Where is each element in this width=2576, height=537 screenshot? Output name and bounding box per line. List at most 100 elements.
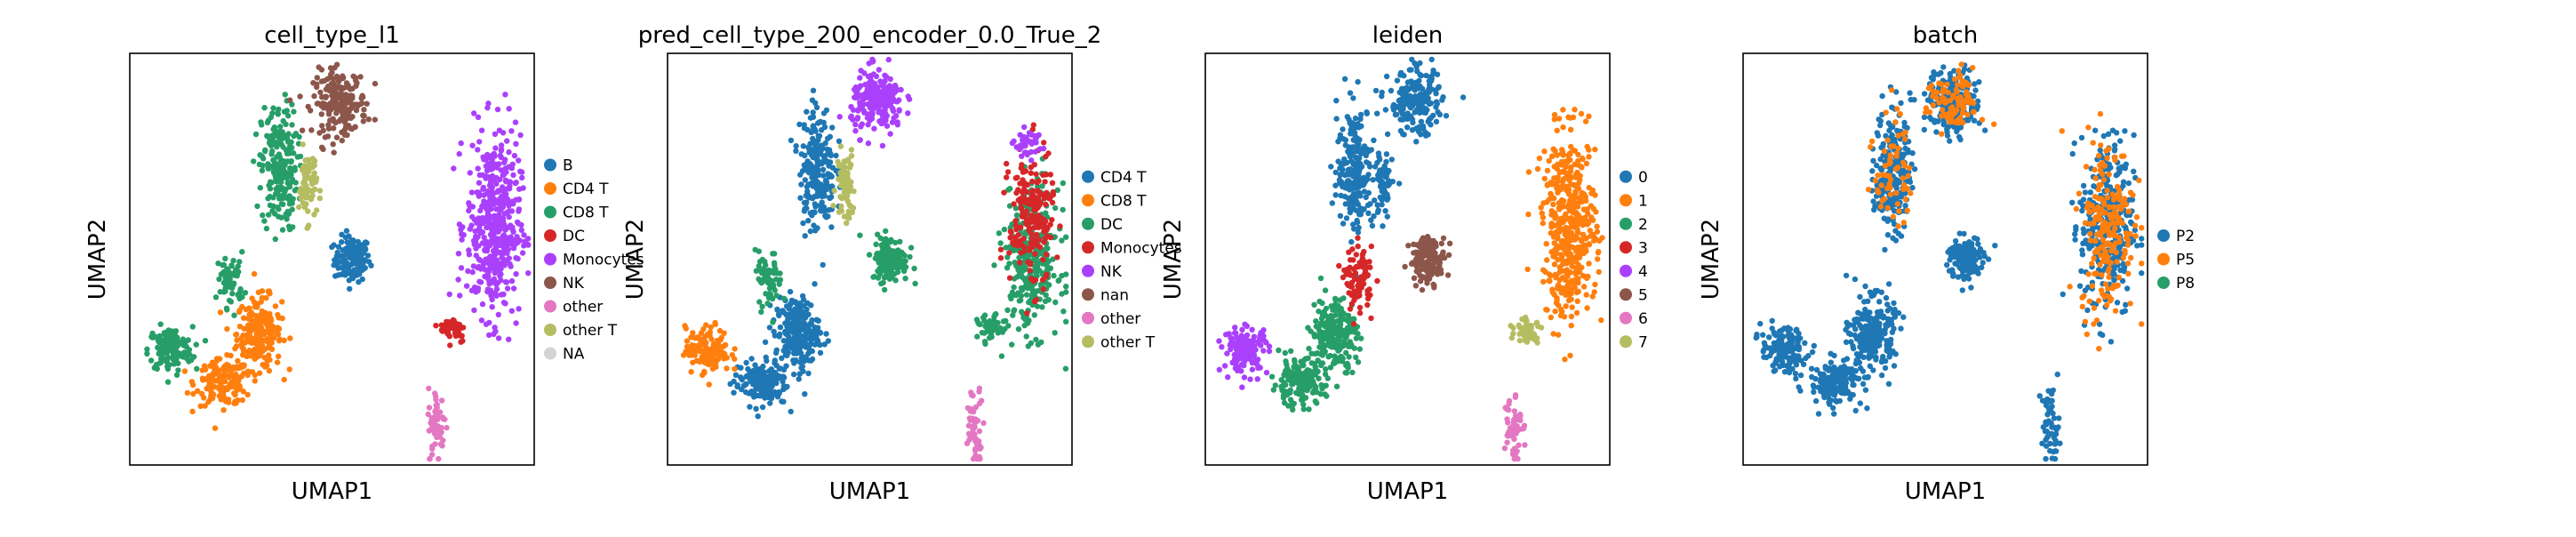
scatter-point	[468, 189, 476, 196]
scatter-point	[296, 204, 302, 211]
legend-marker	[1082, 241, 1094, 254]
scatter-point	[1336, 262, 1342, 269]
scatter-point	[353, 258, 359, 264]
scatter-point	[1342, 142, 1349, 148]
scatter-point	[865, 73, 872, 80]
scatter-point	[1018, 285, 1025, 291]
scatter-point	[251, 270, 258, 277]
scatter-point	[805, 370, 812, 377]
scatter-point	[1348, 238, 1355, 245]
scatter-point	[1311, 333, 1318, 340]
scatter-point	[1336, 334, 1343, 341]
scatter-point	[516, 157, 522, 164]
scatter-point	[458, 140, 464, 147]
scatter-point	[352, 75, 359, 81]
scatter-point	[698, 330, 705, 336]
legend-marker	[1082, 288, 1094, 301]
scatter-point	[365, 116, 372, 123]
scatter-point	[862, 90, 868, 97]
scatter-point	[338, 86, 345, 92]
scatter-point	[1353, 354, 1359, 361]
scatter-point	[348, 244, 354, 251]
scatter-point	[764, 357, 770, 365]
scatter-point	[504, 138, 510, 144]
legend-marker	[544, 205, 556, 219]
scatter-point	[510, 285, 517, 292]
scatter-point	[1344, 317, 1351, 324]
scatter-point	[1255, 365, 1261, 371]
scatter-point	[1441, 254, 1448, 261]
scatter-point	[516, 306, 522, 312]
scatter-point	[521, 232, 527, 238]
scatter-point	[876, 67, 882, 73]
scatter-point	[1322, 382, 1329, 389]
scatter-point	[801, 315, 807, 321]
scatter-point	[779, 398, 785, 405]
scatter-point	[1241, 374, 1248, 381]
scatter-point	[357, 74, 364, 80]
scatter-point	[905, 93, 911, 100]
scatter-point	[1377, 156, 1383, 163]
scatter-point	[211, 369, 218, 376]
scatter-point	[829, 124, 836, 131]
scatter-point	[1012, 175, 1020, 181]
scatter-point	[361, 250, 367, 256]
scatter-point	[217, 309, 224, 316]
scatter-point	[1292, 372, 1299, 378]
scatter-point	[767, 384, 774, 390]
scatter-point	[703, 322, 709, 328]
scatter-point	[267, 357, 273, 363]
legend-marker	[544, 347, 556, 360]
scatter-point	[508, 222, 514, 228]
scatter-point	[804, 300, 811, 307]
scatter-point	[964, 440, 971, 446]
scatter-point	[484, 211, 492, 217]
scatter-point	[494, 188, 500, 195]
scatter-point	[279, 129, 285, 135]
scatter-point	[1006, 260, 1012, 267]
scatter-point	[287, 97, 293, 103]
scatter-point	[246, 311, 252, 318]
scatter-point	[777, 270, 783, 277]
scatter-point	[1012, 222, 1020, 228]
scatter-point	[218, 391, 225, 398]
scatter-point	[823, 207, 829, 213]
scatter-point	[788, 322, 794, 329]
scatter-point	[344, 252, 350, 258]
scatter-point	[852, 128, 859, 134]
scatter-point	[1298, 358, 1304, 365]
scatter-point	[992, 311, 998, 318]
scatter-point	[812, 209, 818, 215]
scatter-point	[311, 92, 317, 100]
scatter-point	[1419, 286, 1426, 293]
scatter-point	[753, 405, 759, 412]
scatter-point	[1338, 316, 1344, 322]
scatter-point	[317, 89, 324, 96]
scatter-point	[1383, 73, 1390, 80]
scatter-point	[1288, 348, 1294, 354]
scatter-point	[812, 281, 818, 287]
scatter-point	[974, 333, 980, 340]
scatter-point	[978, 397, 985, 404]
scatter-point	[812, 201, 818, 207]
legend-marker	[544, 252, 556, 266]
scatter-point	[300, 141, 306, 148]
scatter-point	[149, 334, 156, 341]
scatter-point	[455, 277, 461, 283]
scatter-point	[362, 245, 369, 252]
scatter-point	[1319, 300, 1325, 307]
scatter-point	[768, 392, 775, 399]
scatter-point	[191, 354, 197, 360]
scatter-point	[1351, 137, 1358, 144]
scatter-point	[492, 269, 498, 277]
scatter-point	[514, 219, 521, 226]
scatter-point	[284, 108, 290, 114]
scatter-point	[1355, 235, 1361, 241]
scatter-point	[854, 115, 861, 121]
scatter-point	[821, 341, 828, 348]
scatter-point	[1019, 242, 1025, 248]
legend-marker	[1082, 170, 1094, 183]
scatter-point	[1414, 83, 1420, 89]
scatter-point	[1323, 313, 1330, 319]
scatter-point	[1409, 127, 1416, 133]
